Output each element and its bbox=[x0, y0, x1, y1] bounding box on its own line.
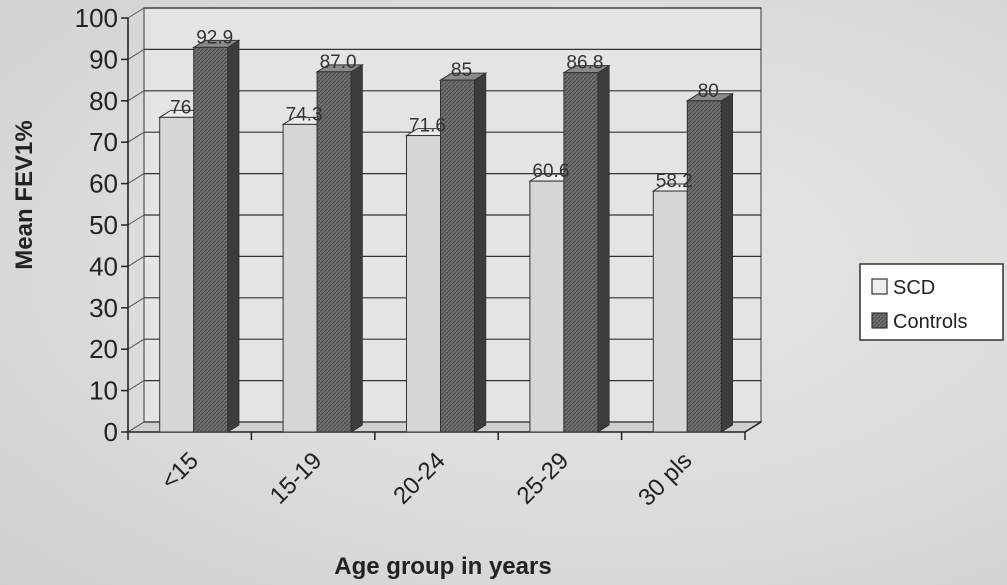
y-tick-label: 20 bbox=[89, 334, 118, 364]
bar-controls bbox=[316, 71, 352, 433]
bar-scd bbox=[529, 180, 565, 433]
y-tick-label: 40 bbox=[89, 251, 118, 281]
bar-scd bbox=[159, 116, 195, 433]
data-label-controls: 86.8 bbox=[566, 53, 603, 74]
bar-scd bbox=[282, 123, 318, 433]
bar-controls bbox=[440, 79, 475, 433]
x-tick-label: 30 pls bbox=[633, 447, 697, 511]
gridline-depth bbox=[127, 131, 145, 143]
y-tick-label: 70 bbox=[89, 127, 118, 157]
data-label-controls: 85 bbox=[451, 60, 472, 81]
bar-controls bbox=[193, 46, 229, 433]
gridline-depth bbox=[127, 48, 145, 60]
bars-layer bbox=[157, 39, 735, 433]
x-tick-label: 25-29 bbox=[512, 447, 575, 510]
gridline-depth bbox=[127, 173, 145, 185]
y-tick-label: 80 bbox=[89, 86, 118, 116]
data-label-scd: 71.6 bbox=[409, 116, 446, 137]
x-axis-end bbox=[744, 421, 762, 433]
y-tick-label: 0 bbox=[104, 417, 118, 447]
legend-label-scd: SCD bbox=[893, 277, 935, 299]
bar-scd bbox=[652, 190, 688, 433]
data-label-scd: 60.6 bbox=[532, 161, 569, 182]
legend: SCD Controls bbox=[859, 263, 1004, 341]
y-tick-label: 10 bbox=[89, 376, 118, 406]
bar-side-controls bbox=[720, 92, 733, 433]
data-label-controls: 87.0 bbox=[320, 52, 357, 73]
bar-side-controls bbox=[597, 64, 610, 433]
gridline-depth bbox=[127, 338, 145, 350]
data-label-scd: 74.3 bbox=[286, 104, 323, 125]
legend-swatch-scd bbox=[871, 278, 888, 295]
x-tick-label: <15 bbox=[156, 447, 204, 495]
data-label-scd: 76 bbox=[170, 97, 191, 118]
bar-side-controls bbox=[227, 39, 240, 433]
bar-controls bbox=[563, 72, 599, 433]
gridline-depth bbox=[127, 7, 145, 19]
gridline-depth bbox=[127, 380, 145, 392]
x-tick-label: 15-19 bbox=[265, 447, 328, 510]
gridline-depth bbox=[127, 297, 145, 309]
legend-label-controls: Controls bbox=[893, 311, 967, 333]
y-tick-label: 100 bbox=[75, 3, 118, 33]
legend-swatch-controls bbox=[871, 312, 888, 329]
gridline-depth bbox=[127, 421, 145, 433]
data-label-controls: 92.9 bbox=[196, 27, 233, 48]
x-tick-label: 20-24 bbox=[388, 447, 451, 510]
y-tick-label: 60 bbox=[89, 169, 118, 199]
data-label-scd: 58.2 bbox=[656, 171, 693, 192]
gridline-depth bbox=[127, 255, 145, 267]
y-tick-label: 50 bbox=[89, 210, 118, 240]
data-label-controls: 80 bbox=[698, 81, 719, 102]
bar-side-controls bbox=[350, 63, 363, 433]
bar-controls bbox=[686, 100, 722, 433]
gridline-depth bbox=[127, 214, 145, 226]
x-axis-title: Age group in years bbox=[334, 553, 551, 580]
gridline-depth bbox=[127, 90, 145, 102]
y-axis-title: Mean FEV1% bbox=[11, 120, 38, 269]
y-tick-label: 90 bbox=[89, 44, 118, 74]
bar-scd bbox=[406, 135, 441, 433]
y-tick-label: 30 bbox=[89, 293, 118, 323]
bar-side-controls bbox=[474, 72, 487, 433]
